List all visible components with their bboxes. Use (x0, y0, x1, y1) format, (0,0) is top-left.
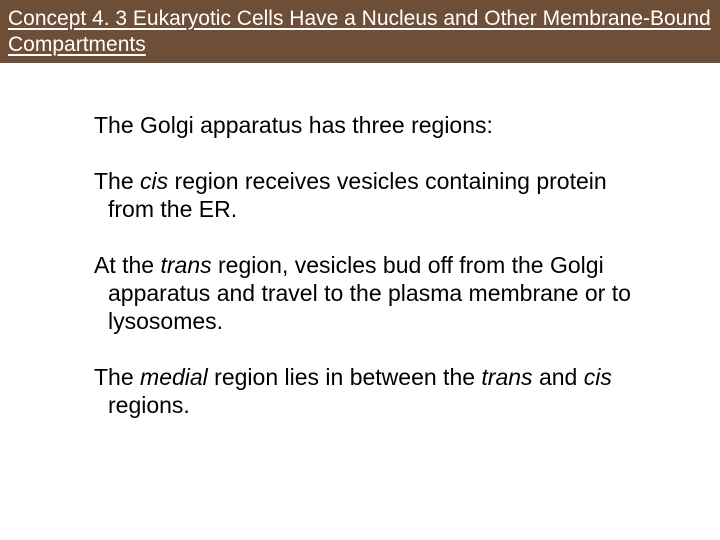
paragraph-trans: At the trans region, vesicles bud off fr… (94, 251, 650, 335)
italic-term: cis (140, 168, 168, 194)
italic-term: cis (584, 364, 612, 390)
text-post: regions. (108, 392, 190, 418)
text-mid1: region lies in between the (208, 364, 482, 390)
text: The Golgi apparatus has three regions: (94, 112, 493, 138)
text-mid2: and (533, 364, 584, 390)
paragraph-cis: The cis region receives vesicles contain… (94, 167, 650, 223)
text-pre: At the (94, 252, 160, 278)
header-title: Concept 4. 3 Eukaryotic Cells Have a Nuc… (8, 7, 711, 56)
slide-body: The Golgi apparatus has three regions: T… (0, 63, 720, 419)
italic-term: trans (160, 252, 211, 278)
italic-term: medial (140, 364, 208, 390)
text-pre: The (94, 168, 140, 194)
italic-term: trans (481, 364, 532, 390)
paragraph-intro: The Golgi apparatus has three regions: (94, 111, 650, 139)
text-pre: The (94, 364, 140, 390)
paragraph-medial: The medial region lies in between the tr… (94, 363, 650, 419)
slide-header: Concept 4. 3 Eukaryotic Cells Have a Nuc… (0, 0, 720, 63)
text-post: region receives vesicles containing prot… (108, 168, 607, 222)
